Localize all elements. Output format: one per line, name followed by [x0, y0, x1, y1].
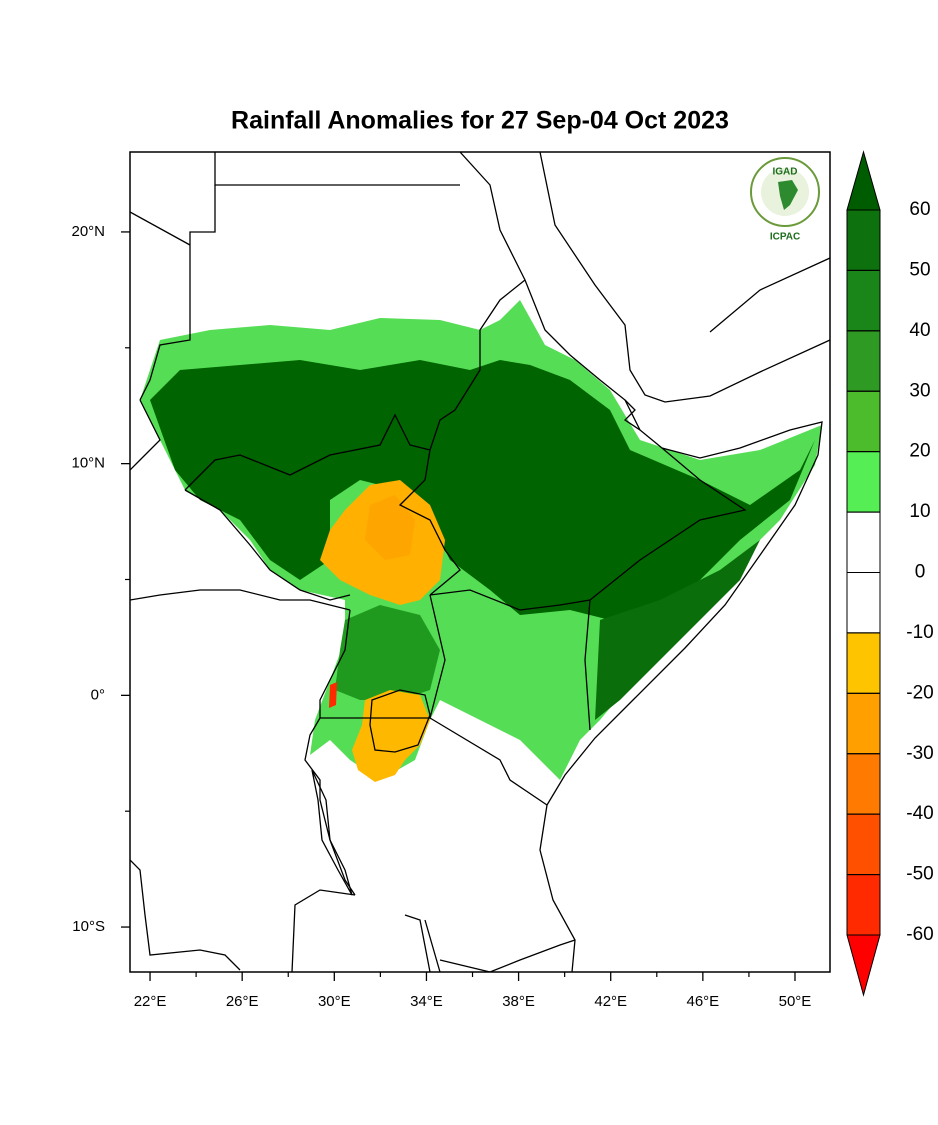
- border-chad-niger: [130, 211, 191, 246]
- colorbar-label: 0: [915, 562, 926, 583]
- border-arabia: [709, 257, 830, 333]
- colorbar-segment: [846, 572, 881, 634]
- lake-victoria: [369, 689, 431, 753]
- border-chad-sudan: [130, 399, 161, 471]
- x-tick-label: 22°E: [134, 993, 167, 1010]
- x-tick-label: 30°E: [318, 993, 351, 1010]
- anomaly-mid-green: [335, 605, 440, 700]
- x-tick-label: 46°E: [687, 993, 720, 1010]
- colorbar-segment: [846, 451, 881, 513]
- border-egypt-sudan: [214, 152, 460, 186]
- logo-name: IGAD: [773, 167, 798, 178]
- lake-tanganyika: [311, 769, 353, 896]
- colorbar-label: -60: [906, 924, 933, 945]
- colorbar-label: 20: [909, 441, 930, 462]
- x-tick-label: 38°E: [502, 993, 535, 1010]
- colorbar-segment: [846, 511, 881, 573]
- colorbar-label: 10: [909, 501, 930, 522]
- x-tick-label: 50°E: [779, 993, 812, 1010]
- border-drc-angola: [130, 859, 241, 971]
- border-rwanda-burundi: [304, 717, 356, 896]
- colorbar: 60 50 40 30 20 10 0 -10 -20 -30 -40 -50 -60: [846, 150, 934, 997]
- y-tick-label: 0°: [91, 686, 105, 703]
- colorbar-segment: [846, 209, 881, 271]
- colorbar-label: -30: [906, 743, 933, 764]
- anomaly-dark-green: [150, 360, 815, 620]
- map-area: [130, 152, 830, 972]
- coastline-arabia: [539, 152, 830, 403]
- colorbar-label: -10: [906, 622, 933, 643]
- map-title: Rainfall Anomalies for 27 Sep-04 Oct 202…: [231, 107, 729, 135]
- colorbar-label: 60: [909, 199, 930, 220]
- border-djibouti: [623, 399, 641, 431]
- colorbar-segment: [846, 632, 881, 694]
- y-tick-label: 10°S: [72, 918, 105, 935]
- border-tanzania-zambia: [291, 889, 356, 972]
- x-tick-label: 34°E: [410, 993, 443, 1010]
- map-frame: [129, 151, 831, 973]
- colorbar-arrow-bottom: [846, 934, 881, 997]
- colorbar-label: -20: [906, 682, 933, 703]
- colorbar-label: -40: [906, 803, 933, 824]
- colorbar-segment: [846, 269, 881, 332]
- border-ethiopia-kenya: [429, 447, 747, 611]
- colorbar-segment: [846, 330, 881, 392]
- colorbar-label: 50: [909, 259, 930, 280]
- border-uganda: [319, 594, 446, 719]
- border-sudan-south-sudan: [184, 279, 526, 491]
- colorbar-segment: [846, 692, 881, 755]
- colorbar-label: -50: [906, 864, 933, 885]
- logo-africa: [778, 180, 798, 210]
- y-tick-label: 10°N: [71, 455, 105, 472]
- x-tick-label: 42°E: [594, 993, 627, 1010]
- anomaly-red: [329, 682, 337, 708]
- colorbar-label: 30: [909, 380, 930, 401]
- colorbar-label: 40: [909, 320, 930, 341]
- anomaly-orange-2: [365, 495, 415, 560]
- y-tick-label: 20°N: [71, 223, 105, 240]
- axes: 22°E 26°E 30°E 34°E 38°E 42°E 46°E 50°E 20°N 10°N…: [71, 223, 811, 1010]
- border-kenya-tanzania: [429, 717, 548, 806]
- border-libya-chad: [139, 185, 216, 401]
- coastline-africa-east: [459, 152, 823, 972]
- colorbar-segment: [846, 390, 881, 453]
- border-south-sudan-car: [184, 489, 351, 601]
- logo-sub: ICPAC: [770, 232, 800, 243]
- border-car-drc: [130, 589, 351, 611]
- x-tick-label: 26°E: [226, 993, 259, 1010]
- border-malawi-mozambique: [404, 914, 576, 972]
- border-south-sudan-ethiopia: [398, 449, 461, 596]
- colorbar-segment: [846, 813, 881, 876]
- border-kenya-somalia: [584, 599, 591, 731]
- colorbar-segment: [846, 753, 881, 815]
- colorbar-segment: [846, 874, 881, 936]
- anomaly-dark-green-south: [595, 540, 760, 720]
- logo: IGAD ICPAC: [750, 157, 820, 243]
- colorbar-arrow-top: [846, 150, 881, 211]
